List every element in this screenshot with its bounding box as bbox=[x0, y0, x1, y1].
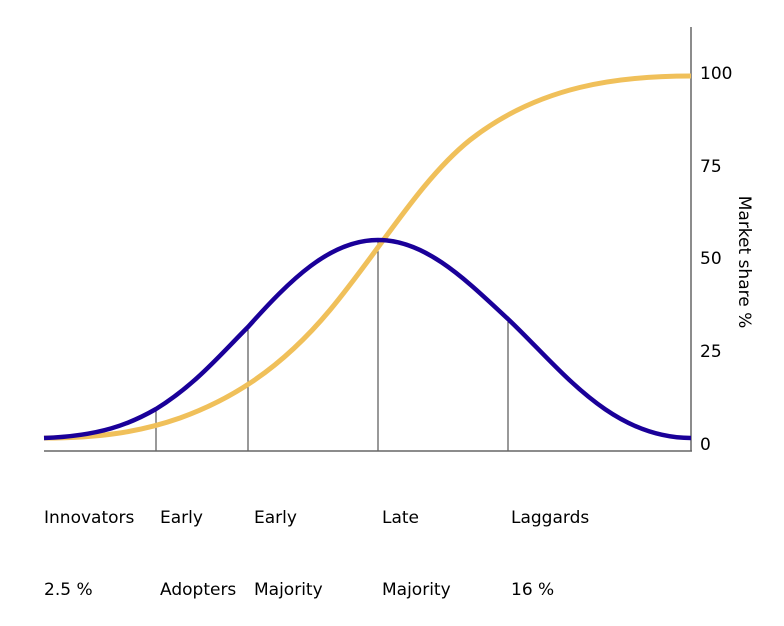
y-tick-75: 75 bbox=[700, 157, 722, 177]
diffusion-chart bbox=[43, 27, 692, 452]
category-label-line1: Early bbox=[160, 508, 203, 528]
category-early-majority: Early Majority bbox=[254, 458, 323, 626]
category-label-line2: 16 % bbox=[511, 580, 555, 600]
y-tick-0: 0 bbox=[700, 435, 711, 455]
y-tick-50: 50 bbox=[700, 249, 722, 269]
category-label-line2: Adopters bbox=[160, 580, 237, 600]
category-laggards: Laggards 16 % bbox=[511, 458, 589, 626]
y-axis-label: Market share % bbox=[734, 195, 754, 329]
category-label-line2: 2.5 % bbox=[44, 580, 93, 600]
y-tick-100: 100 bbox=[700, 64, 733, 84]
category-innovators: Innovators 2.5 % bbox=[44, 458, 134, 626]
adoption-bell-curve bbox=[43, 237, 692, 441]
category-label-line2: Majority bbox=[382, 580, 451, 600]
category-late-majority: Late Majority bbox=[382, 458, 451, 626]
category-early-adopters: Early Adopters bbox=[160, 458, 236, 626]
cumulative-s-curve bbox=[43, 73, 692, 441]
category-label-line1: Late bbox=[382, 508, 420, 528]
category-label-line1: Early bbox=[254, 508, 297, 528]
y-tick-25: 25 bbox=[700, 342, 722, 362]
category-label-line1: Laggards bbox=[511, 508, 590, 528]
segment-dividers bbox=[155, 240, 509, 451]
category-label-line2: Majority bbox=[254, 580, 323, 600]
category-label-line1: Innovators bbox=[44, 508, 135, 528]
